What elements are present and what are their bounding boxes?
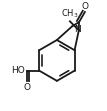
Text: O: O bbox=[81, 2, 88, 11]
Text: CH$_3$: CH$_3$ bbox=[61, 7, 79, 20]
Text: HO: HO bbox=[11, 66, 25, 75]
Text: O: O bbox=[23, 83, 30, 92]
Text: N: N bbox=[74, 25, 81, 34]
